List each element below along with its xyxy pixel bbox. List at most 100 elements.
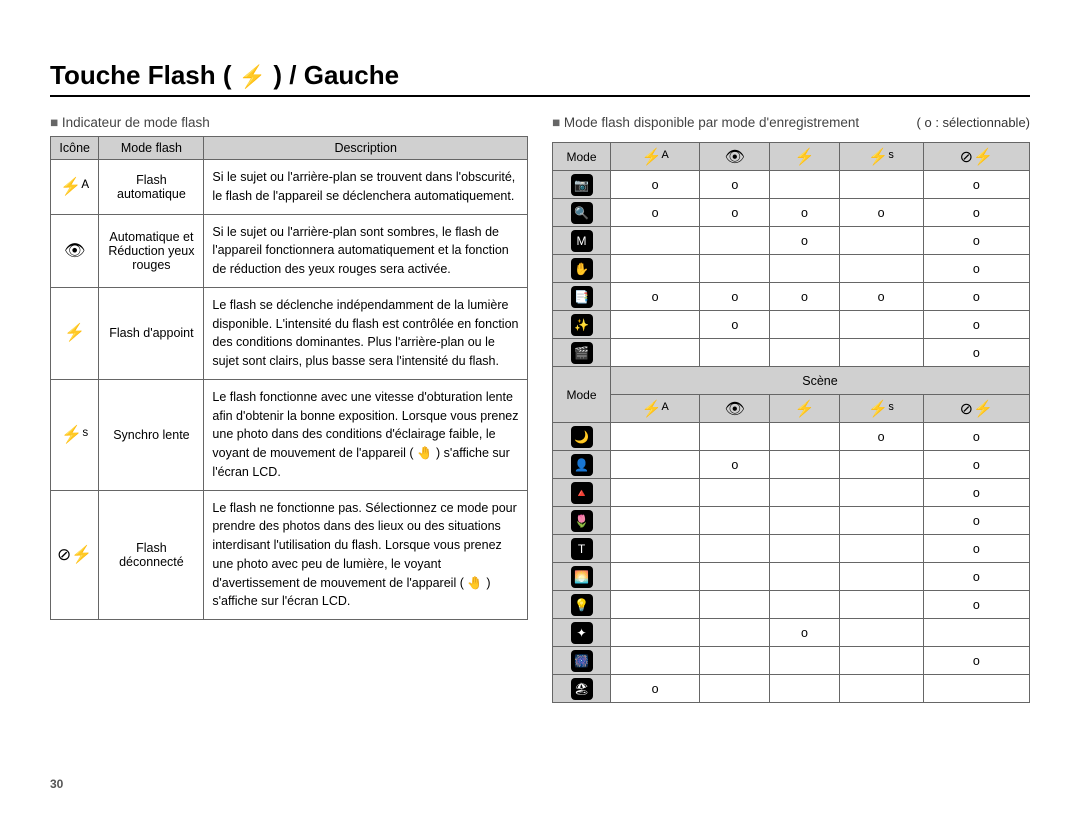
availability-cell	[839, 535, 923, 563]
availability-cell: o	[923, 311, 1029, 339]
availability-cell	[770, 451, 839, 479]
left-heading: Indicateur de mode flash	[50, 115, 528, 130]
flash-column-icon: ⚡ᴬ	[611, 395, 700, 423]
availability-cell: o	[700, 171, 770, 199]
availability-row: 👤 o o	[553, 451, 1030, 479]
recording-mode-icon: 💡	[553, 591, 611, 619]
flash-column-icon: ⚡	[770, 395, 839, 423]
availability-cell: o	[700, 199, 770, 227]
availability-row: 🔺o	[553, 479, 1030, 507]
mode-header-label: Mode	[553, 367, 611, 423]
availability-cell	[839, 563, 923, 591]
availability-cell	[839, 171, 923, 199]
right-column: Mode flash disponible par mode d'enregis…	[552, 115, 1030, 703]
availability-row: 🎆o	[553, 647, 1030, 675]
availability-cell: o	[700, 283, 770, 311]
recording-mode-icon: 🔺	[553, 479, 611, 507]
availability-cell	[611, 451, 700, 479]
availability-cell: o	[770, 283, 839, 311]
availability-cell	[770, 171, 839, 199]
availability-cell	[839, 339, 923, 367]
availability-cell: o	[923, 479, 1029, 507]
flash-mode-name: Flash déconnecté	[99, 490, 204, 620]
recording-mode-icon: T	[553, 535, 611, 563]
availability-cell	[770, 339, 839, 367]
flash-mode-icon: ⊘⚡	[51, 490, 99, 620]
recording-mode-icon: ✦	[553, 619, 611, 647]
flash-column-icon: ⚡ˢ	[839, 395, 923, 423]
availability-cell	[770, 479, 839, 507]
flash-mode-row: ⊘⚡Flash déconnectéLe flash ne fonctionne…	[51, 490, 528, 620]
title-before: Touche Flash (	[50, 60, 232, 90]
availability-row: 🌷o	[553, 507, 1030, 535]
availability-cell: o	[923, 227, 1029, 255]
recording-mode-icon: 🌙	[553, 423, 611, 451]
availability-cell: o	[611, 283, 700, 311]
flash-mode-description: Le flash se déclenche indépendamment de …	[204, 287, 528, 379]
availability-row: ✋o	[553, 255, 1030, 283]
recording-mode-icon: ✨	[553, 311, 611, 339]
availability-cell	[839, 619, 923, 647]
availability-cell: o	[839, 283, 923, 311]
availability-row: 📑ooooo	[553, 283, 1030, 311]
recording-mode-icon: 🌅	[553, 563, 611, 591]
flash-mode-description: Si le sujet ou l'arrière-plan sont sombr…	[204, 214, 528, 287]
availability-cell	[700, 479, 770, 507]
availability-cell: o	[611, 675, 700, 703]
availability-row: 🌅o	[553, 563, 1030, 591]
availability-cell	[611, 507, 700, 535]
left-column: Indicateur de mode flash Icône Mode flas…	[50, 115, 528, 703]
availability-row: ✨ o o	[553, 311, 1030, 339]
availability-cell	[611, 619, 700, 647]
availability-cell: o	[923, 283, 1029, 311]
recording-mode-icon: M	[553, 227, 611, 255]
availability-row: 🌙oo	[553, 423, 1030, 451]
availability-cell	[611, 227, 700, 255]
availability-cell: o	[923, 451, 1029, 479]
availability-cell	[839, 255, 923, 283]
availability-cell: o	[923, 171, 1029, 199]
availability-cell	[839, 479, 923, 507]
flash-mode-name: Flash automatique	[99, 160, 204, 215]
flash-mode-description: Le flash ne fonctionne pas. Sélectionnez…	[204, 490, 528, 620]
recording-mode-icon: 👤	[553, 451, 611, 479]
availability-cell	[700, 563, 770, 591]
availability-cell: o	[839, 423, 923, 451]
availability-cell: o	[770, 199, 839, 227]
flash-mode-row: ⚡Flash d'appointLe flash se déclenche in…	[51, 287, 528, 379]
col-mode-header: Mode flash	[99, 137, 204, 160]
availability-cell: o	[700, 311, 770, 339]
flash-mode-name: Synchro lente	[99, 379, 204, 490]
mode-header-label: Mode	[553, 143, 611, 171]
availability-cell: o	[700, 451, 770, 479]
availability-cell	[611, 647, 700, 675]
recording-mode-icon: 📑	[553, 283, 611, 311]
availability-cell	[700, 227, 770, 255]
availability-cell	[611, 423, 700, 451]
availability-cell: o	[923, 563, 1029, 591]
recording-mode-icon: 🏖	[553, 675, 611, 703]
availability-cell	[700, 619, 770, 647]
flash-mode-name: Automatique et Réduction yeux rouges	[99, 214, 204, 287]
availability-cell: o	[770, 619, 839, 647]
availability-cell: o	[923, 507, 1029, 535]
flash-column-icon: ⊘⚡	[923, 143, 1029, 171]
availability-cell: o	[923, 591, 1029, 619]
availability-cell	[839, 227, 923, 255]
legend-note: ( o : sélectionnable)	[917, 115, 1030, 130]
availability-cell: o	[839, 199, 923, 227]
flash-mode-description: Le flash fonctionne avec une vitesse d'o…	[204, 379, 528, 490]
availability-cell	[700, 535, 770, 563]
availability-cell	[770, 423, 839, 451]
availability-cell	[770, 591, 839, 619]
availability-cell	[839, 451, 923, 479]
availability-cell	[770, 675, 839, 703]
availability-cell	[700, 507, 770, 535]
availability-cell	[611, 339, 700, 367]
flash-mode-icon: ⚡ˢ	[51, 379, 99, 490]
availability-cell: o	[923, 255, 1029, 283]
availability-cell	[770, 507, 839, 535]
availability-cell	[839, 591, 923, 619]
availability-row: To	[553, 535, 1030, 563]
availability-table: Mode⚡ᴬ👁⚡⚡ˢ⊘⚡📷ooo🔍oooooMoo✋o📑ooooo✨oo🎬oMo…	[552, 142, 1030, 703]
